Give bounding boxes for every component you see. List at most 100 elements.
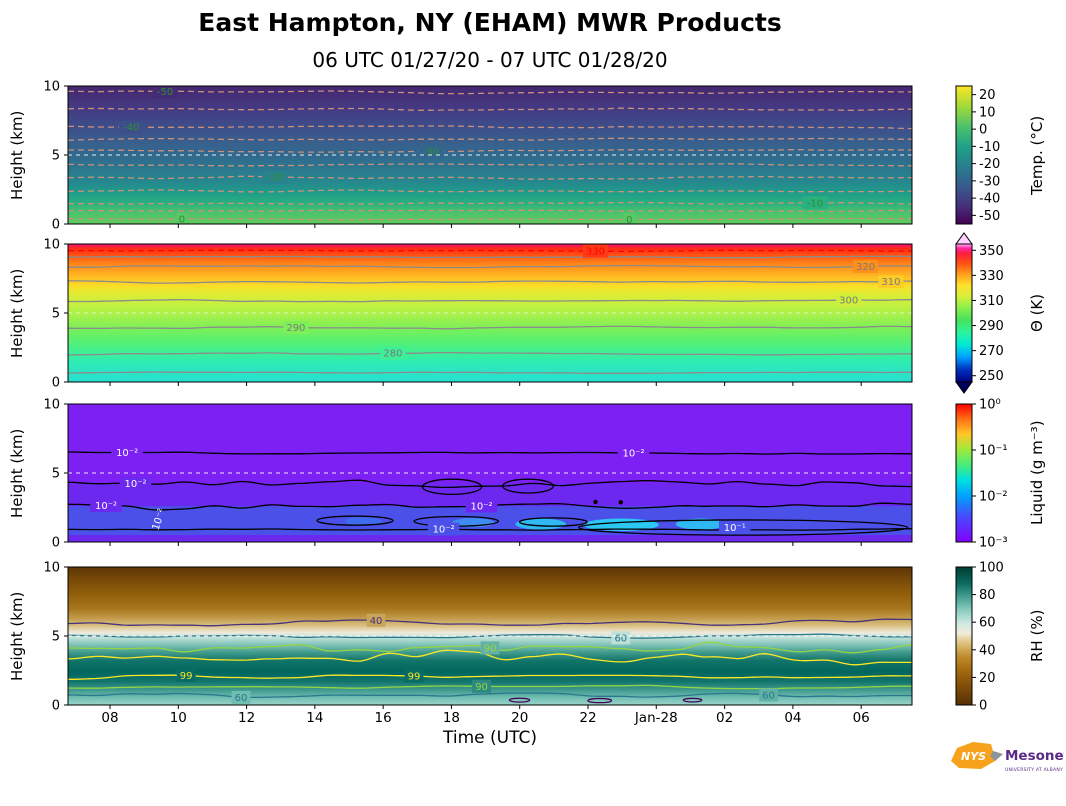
panel-potential-temperature: 280 290 300 310 320 330 0 5 10 [43,238,913,391]
x-tick-label: 06 [853,710,870,726]
contour-label-bg [802,196,828,210]
contour-label-bg [404,669,424,683]
field-band [68,483,912,507]
contour-label: -40 [123,123,139,134]
contour-line [68,325,912,330]
contour-line [68,217,912,221]
colorbar-temperature: 20 10 0 -10 -20 -30 -40 -50 [955,85,1000,225]
y-tick-label: 10 [43,398,60,413]
contour-label-bg [119,476,152,490]
colorbar-tick-label: 0 [979,123,987,138]
contour-label-bg [152,86,178,98]
y-tick-label: 5 [52,149,60,164]
contour-label-bg [380,346,406,360]
colorbar-tick-label: 10 [979,105,996,120]
contour-label-bg [480,641,500,655]
contour-label: -10 [807,198,823,209]
colorbar-tick-label: -30 [979,174,1000,189]
closed-contour [421,478,483,496]
contour-line [68,189,912,193]
contour-label-bg [111,445,143,459]
nys-mesonet-logo: NYS Mesonet UNIVERSITY AT ALBANY [951,742,1064,773]
colorbar-label-liquid: Liquid (g m⁻³) [1028,420,1046,526]
contour-label: 60 [762,690,775,701]
colorbar-tick-label: 330 [979,269,1004,284]
contour-line [68,201,912,205]
colorbar-tick-label: -40 [979,192,1000,207]
contour-line [68,351,912,356]
y-axis-label-liquid: Height (km) [8,428,26,518]
y-tick-label: 0 [52,218,60,233]
contour-label: 300 [839,296,858,307]
ny-state-shape [951,742,1003,769]
contour-label: 99 [180,671,193,682]
contour-label: 10⁻² [116,448,138,459]
colorbar-tick-label: 10⁻¹ [979,443,1008,458]
contour-label: 320 [856,262,875,273]
x-tick-label: 08 [101,710,118,726]
x-tick-label: 20 [511,710,528,726]
contour-line [68,299,912,303]
contour-line [68,107,912,111]
contour-label: 10⁻² [95,501,117,512]
contour-line [68,674,912,680]
contour-label: 60 [235,693,248,704]
contour-line [68,479,912,489]
contour-label: 330 [586,247,605,258]
page-title: East Hampton, NY (EHAM) MWR Products [198,8,782,37]
colorbar-tick-label: 250 [979,369,1004,384]
y-axis-label-temperature: Height (km) [8,110,26,200]
contour-line [68,371,912,374]
y-tick-label: 5 [52,630,60,645]
closed-contour [508,697,531,703]
colorbar-tick-label: 310 [979,294,1004,309]
y-tick-label: 10 [43,561,60,576]
logo-mesonet-text: Mesonet [1005,748,1064,764]
x-tick-label: 10 [170,710,187,726]
colorbar-gradient [955,403,973,543]
x-tick-label: 14 [306,710,323,726]
contour-label-bg [176,668,196,682]
contour-line [68,618,912,627]
contour-label: 99 [408,671,421,682]
contour-label: -50 [157,87,173,98]
contour-label-bg [175,212,189,224]
contour-label-bg [262,170,288,184]
contour-label: 310 [881,277,900,288]
field-blob [515,518,566,530]
colorbar-tick-label: 60 [979,616,996,631]
contour-label: 10⁻² [433,525,455,536]
y-tick-label: 10 [43,80,60,95]
field-blob [344,517,382,526]
contour-label: 10⁻¹ [724,523,746,534]
x-axis: 08 10 12 14 16 18 20 22 Jan-28 02 04 06 [101,710,869,726]
contour-label: 290 [286,323,305,334]
contour-line [68,90,912,95]
contour-label-bg [718,521,751,535]
colorbar-tick-label: 0 [979,699,987,714]
colorbar-gradient [955,85,973,225]
contour-label: 10⁻² [125,479,147,490]
logo-gray-shape [990,751,1003,761]
contour-line [68,163,912,167]
colorbar-tick-label: 20 [979,88,996,103]
colorbar-label-rh: RH (%) [1028,609,1046,663]
colorbar-extend-bottom [955,381,973,394]
x-tick-label: 12 [238,710,255,726]
contour-label: 60 [614,633,627,644]
contour-label-bg [623,212,636,224]
colorbar-tick-label: 270 [979,344,1004,359]
colorbar-gradient [955,243,973,383]
closed-contour [682,697,703,703]
contour-label-bg [427,522,460,536]
colorbar-tick-label: 80 [979,588,996,603]
contour-label: 10⁻² [622,448,644,459]
colorbar-tick-label: 290 [979,319,1004,334]
contour-line [68,137,912,141]
colorbar-relative-humidity: 100 80 60 40 20 0 [955,561,1004,714]
contour-label: 0 [179,214,185,225]
panel-temperature: -50 -40 -30 -20 -10 0 0 0 5 10 [43,80,913,233]
y-tick-label: 5 [52,467,60,482]
y-axis-label-rh: Height (km) [8,591,26,681]
x-tick-label: 22 [579,710,596,726]
